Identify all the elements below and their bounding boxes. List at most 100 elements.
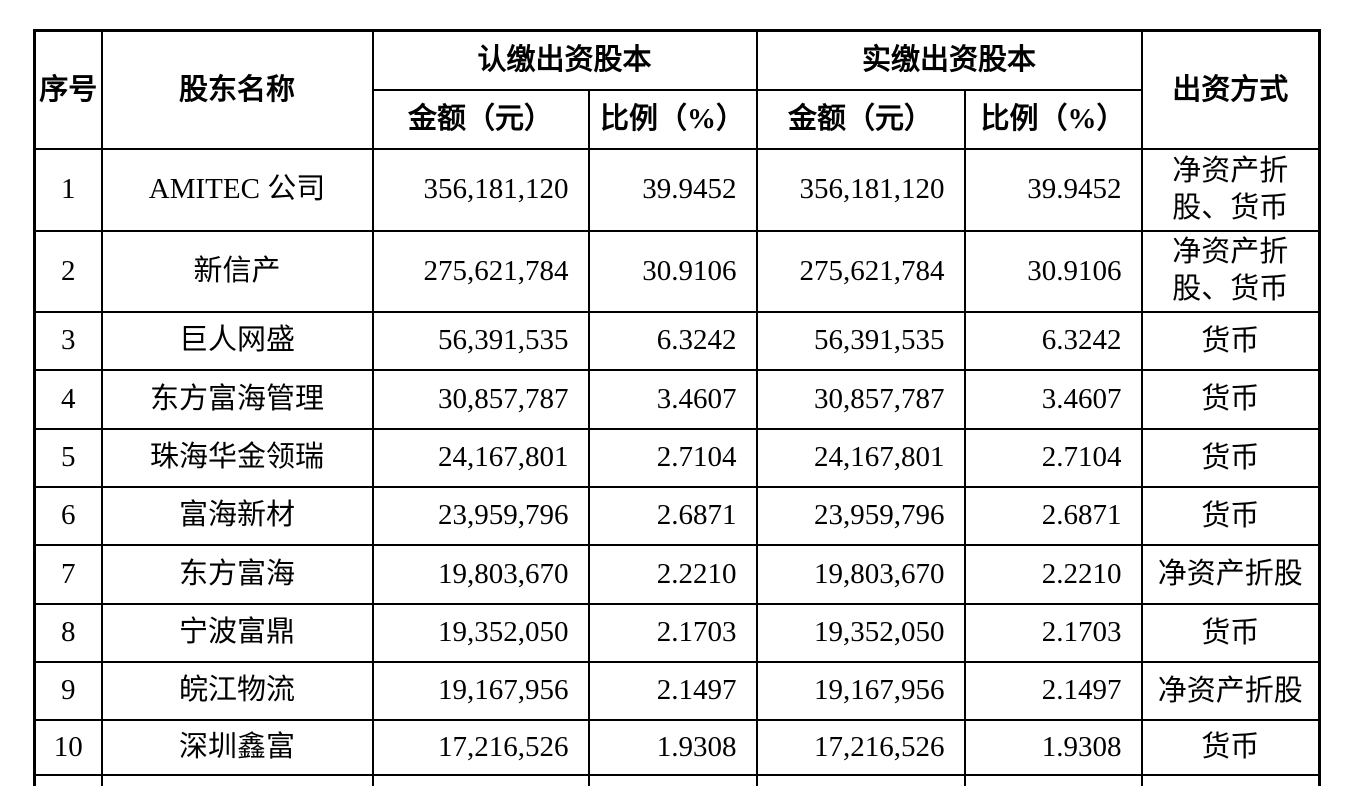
table-row: 1 AMITEC 公司 356,181,120 39.9452 356,181,…: [33, 147, 1321, 232]
cell-paid-ratio: 6.3242: [963, 310, 1143, 371]
cell-paid-amount: 275,621,784: [755, 229, 966, 313]
cell-subscribed-ratio: 3.4607: [587, 368, 758, 430]
table-row: 8 宁波富鼎 19,352,050 2.1703 19,352,050 2.17…: [33, 602, 1321, 663]
cell-subscribed-ratio: 2.1497: [587, 660, 758, 721]
cell-shareholder-name: 东方富海管理: [100, 368, 374, 430]
cell-subscribed-amount: 275,621,784: [371, 229, 590, 313]
cell-paid-amount: 56,391,535: [755, 310, 966, 371]
cell-seq: 3: [33, 310, 103, 371]
cell-paid-amount: 24,167,801: [755, 427, 966, 488]
cell-empty: [755, 773, 966, 786]
cell-empty: [371, 773, 590, 786]
cell-subscribed-amount: 23,959,796: [371, 485, 590, 546]
contribution-method-text: 净资产折股、货币: [1172, 154, 1289, 224]
cell-paid-amount: 17,216,526: [755, 718, 966, 776]
cell-empty: [33, 773, 103, 786]
cell-seq: 1: [33, 147, 103, 232]
contribution-method-text: 货币: [1201, 383, 1260, 416]
cell-paid-ratio: 2.1497: [963, 660, 1143, 721]
header-contribution-method: 出资方式: [1140, 29, 1321, 150]
cell-paid-ratio: 2.1703: [963, 602, 1143, 663]
header-row-groups: 序号 股东名称 认缴出资股本 实缴出资股本 出资方式: [33, 29, 1321, 150]
cell-shareholder-name: 深圳鑫富: [100, 718, 374, 776]
cell-contribution-method: 货币: [1140, 427, 1321, 488]
cell-paid-amount: 30,857,787: [755, 368, 966, 430]
table-row: 7 东方富海 19,803,670 2.2210 19,803,670 2.22…: [33, 543, 1321, 605]
cell-paid-ratio: 2.2210: [963, 543, 1143, 605]
cell-seq: 10: [33, 718, 103, 776]
cell-contribution-method: 货币: [1140, 368, 1321, 430]
cell-paid-ratio: 2.7104: [963, 427, 1143, 488]
cell-shareholder-name: AMITEC 公司: [100, 147, 374, 232]
cell-empty: [587, 773, 758, 786]
cell-subscribed-ratio: 2.6871: [587, 485, 758, 546]
cell-contribution-method: 货币: [1140, 485, 1321, 546]
cell-subscribed-amount: 356,181,120: [371, 147, 590, 232]
cell-subscribed-amount: 19,803,670: [371, 543, 590, 605]
cell-shareholder-name: 新信产: [100, 229, 374, 313]
cell-subscribed-amount: 30,857,787: [371, 368, 590, 430]
header-seq: 序号: [33, 29, 103, 150]
header-paid-amount: 金额（元）: [755, 88, 966, 150]
cell-contribution-method: 货币: [1140, 602, 1321, 663]
table-row: 4 东方富海管理 30,857,787 3.4607 30,857,787 3.…: [33, 368, 1321, 430]
cell-seq: 9: [33, 660, 103, 721]
cell-shareholder-name: 富海新材: [100, 485, 374, 546]
cell-contribution-method: 净资产折股、货币: [1140, 229, 1321, 313]
contribution-method-text: 货币: [1201, 731, 1260, 764]
cell-empty: [963, 773, 1143, 786]
contribution-method-text: 净资产折股、货币: [1172, 236, 1289, 305]
cell-contribution-method: 净资产折股、货币: [1140, 147, 1321, 232]
header-paid-ratio: 比例（%）: [963, 88, 1143, 150]
cell-subscribed-ratio: 2.7104: [587, 427, 758, 488]
shareholders-table: 序号 股东名称 认缴出资股本 实缴出资股本 出资方式 金额（元） 比例（%） 金…: [33, 29, 1322, 786]
header-row-sub: 金额（元） 比例（%） 金额（元） 比例（%）: [35, 88, 1320, 150]
cell-paid-ratio: 30.9106: [963, 229, 1143, 313]
cell-shareholder-name: 巨人网盛: [100, 310, 374, 371]
cell-contribution-method: 净资产折股: [1140, 660, 1321, 721]
cell-subscribed-ratio: 30.9106: [587, 229, 758, 313]
header-subscribed-capital-group: 认缴出资股本: [371, 29, 758, 91]
header-subscribed-amount: 金额（元）: [371, 88, 590, 150]
contribution-method-text: 货币: [1201, 441, 1260, 474]
cell-contribution-method: 净资产折股: [1140, 543, 1321, 605]
cell-paid-ratio: 1.9308: [963, 718, 1143, 776]
cell-seq: 5: [33, 427, 103, 488]
cell-seq: 8: [33, 602, 103, 663]
cell-paid-amount: 19,803,670: [755, 543, 966, 605]
header-paid-capital-group: 实缴出资股本: [755, 29, 1143, 91]
contribution-method-text: 净资产折股: [1157, 674, 1303, 707]
cell-contribution-method: 货币: [1140, 718, 1321, 776]
cell-subscribed-ratio: 6.3242: [587, 310, 758, 371]
cell-paid-ratio: 2.6871: [963, 485, 1143, 546]
cell-paid-amount: 356,181,120: [755, 147, 966, 232]
cell-paid-ratio: 39.9452: [963, 147, 1143, 232]
contribution-method-text: 货币: [1201, 616, 1260, 649]
cell-paid-amount: 19,167,956: [755, 660, 966, 721]
cell-subscribed-ratio: 2.2210: [587, 543, 758, 605]
table-row-partial: [33, 773, 1321, 786]
cell-subscribed-ratio: 2.1703: [587, 602, 758, 663]
contribution-method-text: 货币: [1201, 324, 1260, 357]
cell-empty: [100, 773, 374, 786]
cell-seq: 4: [33, 368, 103, 430]
cell-paid-amount: 23,959,796: [755, 485, 966, 546]
table-row: 9 皖江物流 19,167,956 2.1497 19,167,956 2.14…: [33, 660, 1321, 721]
cell-shareholder-name: 珠海华金领瑞: [100, 427, 374, 488]
cell-paid-ratio: 3.4607: [963, 368, 1143, 430]
cell-subscribed-amount: 56,391,535: [371, 310, 590, 371]
cell-shareholder-name: 皖江物流: [100, 660, 374, 721]
header-shareholder-name: 股东名称: [100, 29, 374, 150]
cell-subscribed-amount: 17,216,526: [371, 718, 590, 776]
cell-shareholder-name: 东方富海: [100, 543, 374, 605]
cell-subscribed-ratio: 1.9308: [587, 718, 758, 776]
table-row: 5 珠海华金领瑞 24,167,801 2.7104 24,167,801 2.…: [33, 427, 1321, 488]
table-row: 6 富海新材 23,959,796 2.6871 23,959,796 2.68…: [33, 485, 1321, 546]
cell-seq: 6: [33, 485, 103, 546]
cell-subscribed-ratio: 39.9452: [587, 147, 758, 232]
cell-shareholder-name: 宁波富鼎: [100, 602, 374, 663]
table-row: 2 新信产 275,621,784 30.9106 275,621,784 30…: [33, 229, 1321, 313]
table-row: 3 巨人网盛 56,391,535 6.3242 56,391,535 6.32…: [33, 310, 1321, 371]
header-subscribed-ratio: 比例（%）: [587, 88, 758, 150]
